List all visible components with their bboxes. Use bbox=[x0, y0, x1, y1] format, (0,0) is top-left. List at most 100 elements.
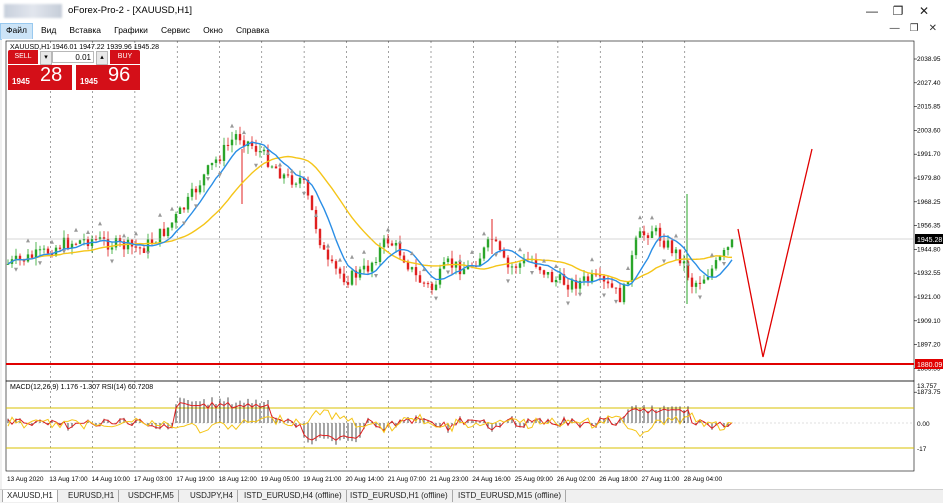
time-tick: 24 Aug 16:00 bbox=[472, 476, 511, 483]
price-tick: 2015.85 bbox=[917, 104, 941, 111]
sell-button[interactable]: SELL bbox=[8, 50, 38, 64]
fractal-up-icon bbox=[350, 254, 354, 259]
price-tick: 1873.75 bbox=[917, 389, 941, 396]
indicator-header: MACD(12,26,9) 1.176 -1.307 RSI(14) 60.72… bbox=[10, 384, 153, 391]
close-button[interactable]: ✕ bbox=[918, 4, 930, 18]
tab-usdchf-m5[interactable]: USDCHF,M5 bbox=[124, 490, 179, 502]
indicator-axis-bottom: -17 bbox=[917, 446, 927, 453]
fractal-down-icon bbox=[494, 253, 498, 258]
app-icon bbox=[4, 4, 62, 18]
menu-insert[interactable]: Вставка bbox=[69, 25, 102, 35]
menu-tools[interactable]: Сервис bbox=[160, 25, 191, 35]
price-axis: 2038.95 2027.40 2015.85 2003.60 1991.70 1979.… bbox=[914, 56, 941, 396]
fast-moving-average bbox=[7, 141, 733, 287]
macd-signal-line bbox=[7, 401, 733, 442]
chart-header: XAUUSD,H1 1946.01 1947.22 1939.96 1945.2… bbox=[10, 44, 159, 51]
chart-close-button[interactable]: ✕ bbox=[928, 23, 937, 34]
fractal-up-icon bbox=[134, 231, 138, 236]
fractal-up-icon bbox=[242, 130, 246, 135]
fractal-up-icon bbox=[398, 239, 402, 244]
price-tick: 1897.20 bbox=[917, 342, 941, 349]
menu-view[interactable]: Вид bbox=[40, 25, 57, 35]
current-price-label: 1945.28 bbox=[917, 237, 942, 244]
price-tick: 1991.70 bbox=[917, 151, 941, 158]
fractal-down-icon bbox=[218, 172, 222, 177]
fractal-down-icon bbox=[722, 262, 726, 267]
macd-histogram bbox=[7, 397, 733, 445]
fractal-down-icon bbox=[614, 299, 618, 304]
tab-istd-eurusd-h1[interactable]: ISTD_EURUSD,H1 (offline) bbox=[346, 490, 453, 502]
fractal-markers bbox=[14, 123, 726, 306]
time-tick: 14 Aug 10:00 bbox=[92, 476, 131, 483]
time-tick: 21 Aug 07:00 bbox=[388, 476, 427, 483]
price-tick: 2038.95 bbox=[917, 56, 941, 63]
current-price-box bbox=[915, 234, 943, 244]
maximize-button[interactable]: ❐ bbox=[892, 4, 904, 18]
fractal-up-icon bbox=[170, 206, 174, 211]
support-price-label: 1880.09 bbox=[917, 362, 942, 369]
fractal-down-icon bbox=[434, 296, 438, 301]
tab-xauusd-h1[interactable]: XAUUSD,H1 bbox=[2, 490, 58, 502]
time-tick: 17 Aug 19:00 bbox=[176, 476, 215, 483]
tab-usdjpy-h4[interactable]: USDJPY,H4 bbox=[186, 490, 238, 502]
menu-charts[interactable]: Графики bbox=[114, 25, 148, 35]
fractal-up-icon bbox=[362, 249, 366, 254]
menu-window[interactable]: Окно bbox=[203, 25, 223, 35]
fractal-up-icon bbox=[26, 238, 30, 243]
time-tick: 19 Aug 05:00 bbox=[261, 476, 300, 483]
price-tick: 1944.80 bbox=[917, 246, 941, 253]
price-tick: 1979.80 bbox=[917, 175, 941, 182]
time-tick: 18 Aug 12:00 bbox=[219, 476, 258, 483]
slow-moving-average bbox=[7, 155, 733, 283]
fractal-down-icon bbox=[206, 177, 210, 182]
buy-quote-prefix: 1945 bbox=[80, 77, 98, 86]
fractal-up-icon bbox=[710, 252, 714, 257]
price-tick: 1921.00 bbox=[917, 294, 941, 301]
buy-button[interactable]: BUY bbox=[110, 50, 140, 64]
chart-canvas[interactable]: 2038.95 2027.40 2015.85 2003.60 1991.70 1979.… bbox=[2, 39, 943, 489]
fractal-down-icon bbox=[14, 267, 18, 272]
lot-input[interactable]: 0.01 bbox=[52, 51, 94, 63]
fractal-up-icon bbox=[338, 257, 342, 262]
fractal-up-icon bbox=[86, 230, 90, 235]
chart-minimize-button[interactable]: — bbox=[889, 23, 900, 34]
chart-tabs: XAUUSD,H1 EURUSD,H1 USDCHF,M5 USDJPY,H4 … bbox=[0, 489, 943, 503]
support-price-box bbox=[915, 359, 943, 369]
chart-restore-button[interactable]: ❐ bbox=[909, 23, 919, 34]
tab-eurusd-h1[interactable]: EURUSD,H1 bbox=[64, 490, 120, 502]
fractal-down-icon bbox=[146, 251, 150, 256]
buy-quote-pips: 96 bbox=[108, 64, 131, 86]
fractal-up-icon bbox=[674, 233, 678, 238]
minimize-button[interactable]: — bbox=[866, 4, 878, 18]
price-tick: 1909.10 bbox=[917, 318, 941, 325]
time-tick: 25 Aug 09:00 bbox=[515, 476, 554, 483]
fractal-up-icon bbox=[74, 227, 78, 232]
price-tick: 2027.40 bbox=[917, 80, 941, 87]
sell-quote[interactable]: 1945 28 bbox=[8, 64, 72, 90]
indicator-pane-frame bbox=[5, 380, 915, 472]
fractal-down-icon bbox=[62, 249, 66, 254]
fractal-up-icon bbox=[314, 213, 318, 218]
menu-bar: Файл Вид Вставка Графики Сервис Окно Спр… bbox=[0, 22, 943, 40]
tab-istd-eurusd-h4[interactable]: ISTD_EURUSD,H4 (offline) bbox=[240, 490, 347, 502]
fractal-down-icon bbox=[446, 270, 450, 275]
fractal-up-icon bbox=[590, 257, 594, 262]
buy-quote[interactable]: 1945 96 bbox=[76, 64, 140, 90]
title-bar: oForex-Pro-2 - [XAUUSD,H1] — ❐ ✕ bbox=[0, 0, 943, 22]
sell-quote-pips: 28 bbox=[40, 64, 63, 86]
fractal-down-icon bbox=[194, 204, 198, 209]
menu-file[interactable]: Файл bbox=[0, 23, 33, 40]
chart-area[interactable]: 2038.95 2027.40 2015.85 2003.60 1991.70 1979.… bbox=[2, 39, 943, 489]
lot-decrease-button[interactable]: ▾ bbox=[40, 51, 52, 65]
price-tick: 1932.55 bbox=[917, 270, 941, 277]
lot-increase-button[interactable]: ▴ bbox=[96, 51, 108, 65]
fractal-up-icon bbox=[638, 215, 642, 220]
fractal-up-icon bbox=[386, 227, 390, 232]
fractal-up-icon bbox=[266, 150, 270, 155]
price-tick: 1968.25 bbox=[917, 199, 941, 206]
menu-help[interactable]: Справка bbox=[235, 25, 270, 35]
tab-istd-eurusd-m15[interactable]: ISTD_EURUSD,M15 (offline) bbox=[454, 490, 566, 502]
projection-drawing[interactable] bbox=[737, 148, 813, 358]
fractal-down-icon bbox=[530, 270, 534, 275]
time-tick: 28 Aug 04:00 bbox=[684, 476, 723, 483]
